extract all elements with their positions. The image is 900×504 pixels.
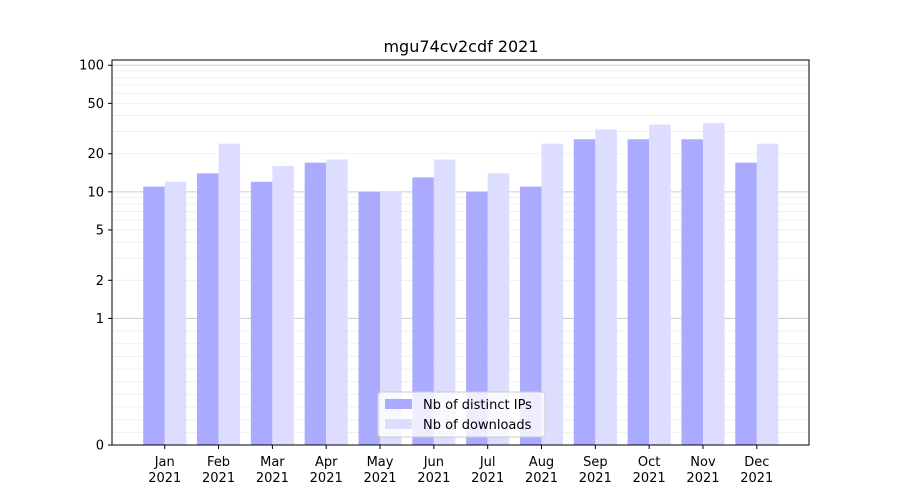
bar-distinct-ips bbox=[304, 162, 327, 445]
legend: Nb of distinct IPs Nb of downloads bbox=[377, 391, 546, 438]
bar-distinct-ips bbox=[358, 191, 381, 445]
x-tick-label-month: Jul bbox=[479, 455, 496, 470]
chart-title: mgu74cv2cdf 2021 bbox=[383, 37, 538, 56]
x-tick-label-year: 2021 bbox=[471, 471, 504, 486]
x-tick-label-month: Mar bbox=[260, 455, 285, 470]
x-tick-label-year: 2021 bbox=[525, 471, 558, 486]
bar-downloads bbox=[487, 173, 510, 445]
x-tick-label-month: Jan bbox=[154, 455, 175, 470]
y-tick-label: 20 bbox=[87, 147, 104, 162]
x-tick-label-month: Nov bbox=[690, 455, 716, 470]
bar-downloads bbox=[326, 159, 348, 445]
bar-downloads bbox=[756, 143, 779, 445]
bars bbox=[143, 122, 779, 446]
x-tick-label-month: Sep bbox=[583, 455, 608, 470]
bar-distinct-ips bbox=[573, 139, 596, 445]
x-tick-label-month: Feb bbox=[207, 455, 230, 470]
x-tick-label-month: Aug bbox=[529, 455, 554, 470]
bar-downloads bbox=[702, 122, 725, 445]
x-tick-label-year: 2021 bbox=[363, 471, 396, 486]
bar-distinct-ips bbox=[412, 177, 434, 446]
bar-downloads bbox=[595, 129, 617, 445]
x-tick-label-month: Jun bbox=[423, 455, 444, 470]
y-axis: 0 1 2 5 10 20 50 100 bbox=[79, 59, 112, 454]
x-tick-label-year: 2021 bbox=[579, 471, 612, 486]
y-tick-label: 0 bbox=[96, 439, 104, 454]
y-tick-label: 50 bbox=[87, 97, 104, 112]
x-tick-label-year: 2021 bbox=[740, 471, 773, 486]
bar-distinct-ips bbox=[197, 173, 219, 445]
x-tick-label-month: Oct bbox=[638, 455, 660, 470]
bar-downloads bbox=[218, 143, 241, 445]
x-tick-label-month: May bbox=[367, 455, 394, 470]
bar-downloads bbox=[649, 124, 671, 445]
x-axis: Jan2021Feb2021Mar2021Apr2021May2021Jun20… bbox=[148, 445, 773, 486]
x-tick-label-month: Apr bbox=[315, 455, 338, 470]
bar-distinct-ips bbox=[735, 162, 757, 445]
bar-distinct-ips bbox=[466, 191, 488, 445]
x-tick-label-year: 2021 bbox=[686, 471, 719, 486]
y-tick-label: 10 bbox=[87, 185, 104, 200]
x-tick-label-year: 2021 bbox=[417, 471, 450, 486]
legend-label: Nb of distinct IPs bbox=[423, 398, 532, 413]
bar-distinct-ips bbox=[519, 186, 542, 446]
bar-distinct-ips bbox=[681, 139, 703, 445]
y-tick-label: 1 bbox=[96, 312, 104, 327]
y-tick-label: 5 bbox=[96, 223, 104, 238]
plot-frame bbox=[111, 59, 810, 446]
bar-distinct-ips bbox=[627, 139, 650, 445]
y-tick-label: 2 bbox=[96, 274, 104, 289]
x-tick-label-month: Dec bbox=[744, 455, 769, 470]
legend-label: Nb of downloads bbox=[423, 418, 532, 433]
legend-swatch bbox=[385, 419, 412, 429]
legend-swatch bbox=[385, 399, 412, 409]
bar-distinct-ips bbox=[250, 181, 273, 445]
bar-downloads bbox=[272, 165, 294, 446]
bar-downloads bbox=[380, 191, 402, 445]
y-tick-label: 100 bbox=[79, 59, 104, 74]
bar-downloads bbox=[433, 159, 456, 445]
x-tick-label-year: 2021 bbox=[148, 471, 181, 486]
x-tick-label-year: 2021 bbox=[202, 471, 235, 486]
x-tick-label-year: 2021 bbox=[310, 471, 343, 486]
legend-box bbox=[377, 391, 546, 438]
bar-downloads bbox=[164, 181, 187, 445]
x-tick-label-year: 2021 bbox=[256, 471, 289, 486]
bar-distinct-ips bbox=[143, 186, 165, 446]
bar-downloads bbox=[541, 143, 564, 445]
x-tick-label-year: 2021 bbox=[633, 471, 666, 486]
